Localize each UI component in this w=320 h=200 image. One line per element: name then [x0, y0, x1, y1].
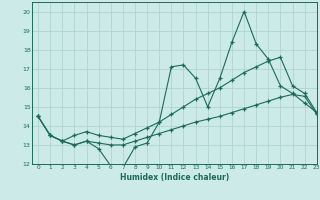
X-axis label: Humidex (Indice chaleur): Humidex (Indice chaleur)	[120, 173, 229, 182]
